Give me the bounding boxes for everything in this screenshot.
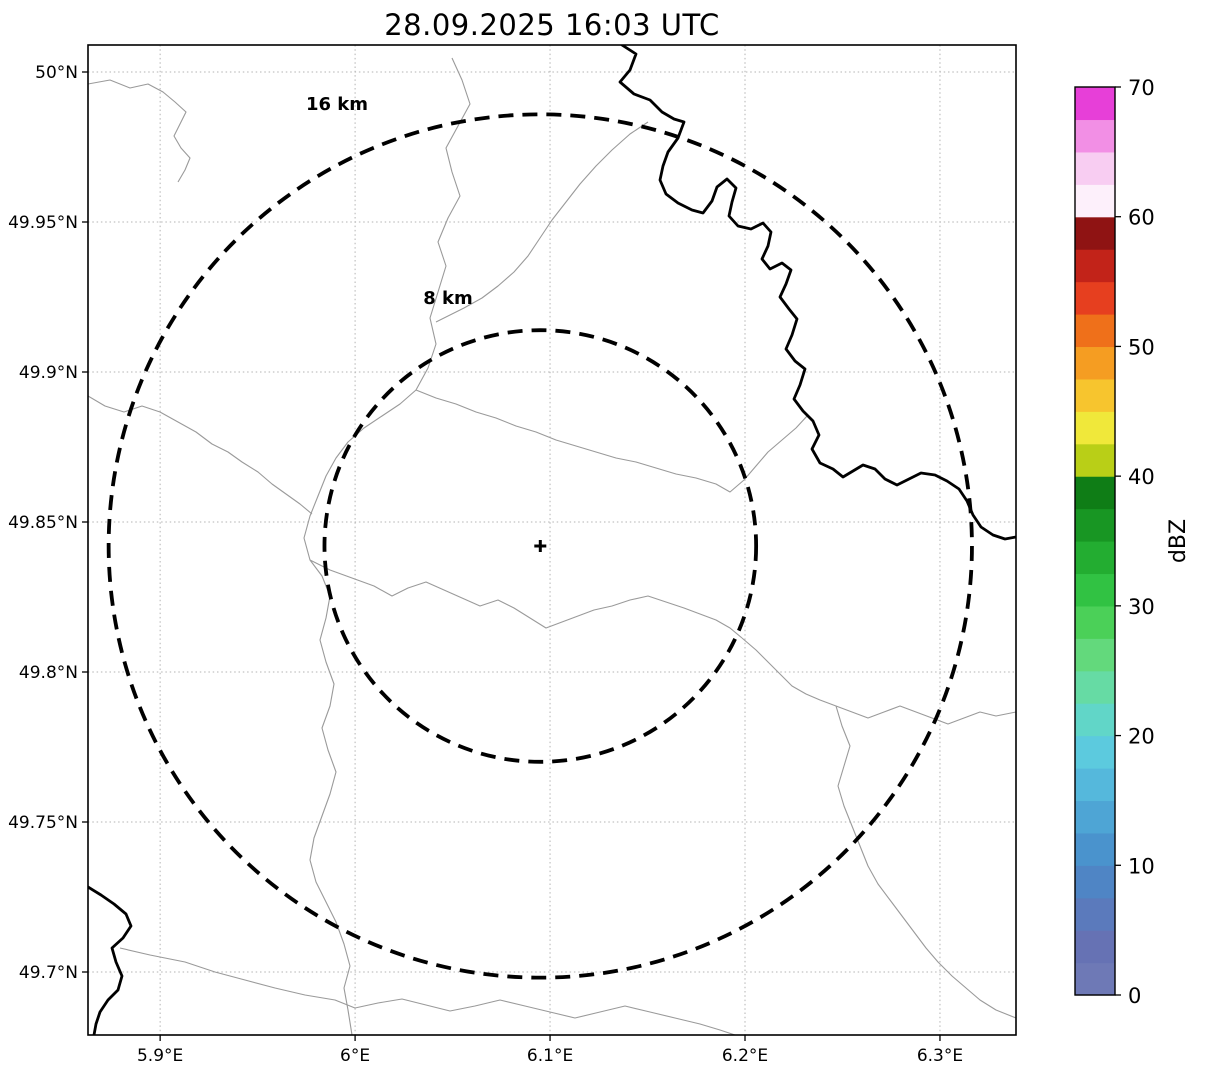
range-ring-8km (322, 328, 759, 764)
x-axis-tick-label: 6.1°E (527, 1046, 573, 1066)
map-layers: 16 km 8 km (88, 45, 1016, 1035)
colorbar-segment (1075, 346, 1115, 380)
x-axis-tick-label: 6°E (340, 1046, 370, 1066)
admin-boundary-line (119, 947, 736, 1035)
radar-site-marker (534, 540, 547, 552)
colorbar-segment (1075, 281, 1115, 315)
country-border-line (618, 45, 1016, 541)
colorbar-segment (1075, 411, 1115, 445)
colorbar-tick-label: 10 (1128, 854, 1155, 878)
colorbar-segment (1075, 443, 1115, 477)
colorbar-segment (1075, 768, 1115, 802)
colorbar-outline (1074, 86, 1116, 996)
figure-title: 28.09.2025 16:03 UTC (384, 8, 720, 42)
colorbar-tick-label: 40 (1128, 465, 1155, 489)
colorbar-segment (1075, 800, 1115, 834)
colorbar-segment (1075, 962, 1115, 996)
colorbar-tick-label: 20 (1128, 725, 1155, 749)
y-axis-tick-label: 49.85°N (8, 513, 78, 533)
colorbar-segment (1075, 216, 1115, 250)
colorbar-segment (1075, 314, 1115, 348)
country-border-line (88, 885, 133, 1035)
colorbar-segment (1075, 541, 1115, 575)
y-axis-tick-label: 49.8°N (19, 663, 78, 683)
colorbar-segment (1075, 670, 1115, 704)
admin-boundary-line (741, 637, 1016, 725)
admin-boundary-line (435, 121, 649, 323)
admin-boundary-line (88, 395, 313, 515)
colorbar-segment (1075, 897, 1115, 931)
colorbar-segment (1075, 605, 1115, 639)
colorbar-segment (1075, 638, 1115, 672)
range-ring-16km (106, 112, 974, 980)
colorbar-segment (1075, 119, 1115, 153)
y-axis-tick-label: 49.9°N (19, 363, 78, 383)
colorbar-segment (1075, 735, 1115, 769)
colorbar-tick-label: 70 (1128, 76, 1155, 100)
admin-boundary-line (309, 559, 743, 639)
y-axis-tick-label: 50°N (35, 63, 78, 83)
y-axis-tick-label: 49.95°N (8, 213, 78, 233)
colorbar-segment (1075, 573, 1115, 607)
x-axis-tick-label: 6.2°E (722, 1046, 768, 1066)
x-axis-tick-label: 5.9°E (137, 1046, 183, 1066)
admin-boundary-line (303, 57, 471, 1035)
colorbar-segment (1075, 832, 1115, 866)
colorbar-segment (1075, 508, 1115, 542)
colorbar-segment (1075, 865, 1115, 899)
colorbar-segment (1075, 151, 1115, 185)
admin-boundary-line (88, 79, 191, 183)
range-ring-label: 8 km (423, 288, 473, 309)
plot-frame (87, 44, 1017, 1036)
colorbar-segment (1075, 378, 1115, 412)
colorbar-segment (1075, 476, 1115, 510)
colorbar-tick-label: 0 (1128, 984, 1141, 1008)
colorbar-segment (1075, 87, 1115, 121)
colorbar-segment (1075, 249, 1115, 283)
admin-boundary-line (835, 705, 1016, 1019)
y-axis-tick-label: 49.7°N (19, 963, 78, 983)
colorbar-segment (1075, 184, 1115, 218)
colorbar-segment (1075, 930, 1115, 964)
colorbar-tick-label: 30 (1128, 595, 1155, 619)
colorbar-tick-label: 60 (1128, 206, 1155, 230)
colorbar-tick-label: 50 (1128, 335, 1155, 359)
colorbar-segment (1075, 703, 1115, 737)
colorbar-axis-label: dBZ (1166, 519, 1191, 563)
range-ring-label: 16 km (306, 94, 368, 115)
admin-boundary-line (415, 389, 809, 493)
x-axis-tick-label: 6.3°E (917, 1046, 963, 1066)
y-axis-tick-label: 49.75°N (8, 813, 78, 833)
